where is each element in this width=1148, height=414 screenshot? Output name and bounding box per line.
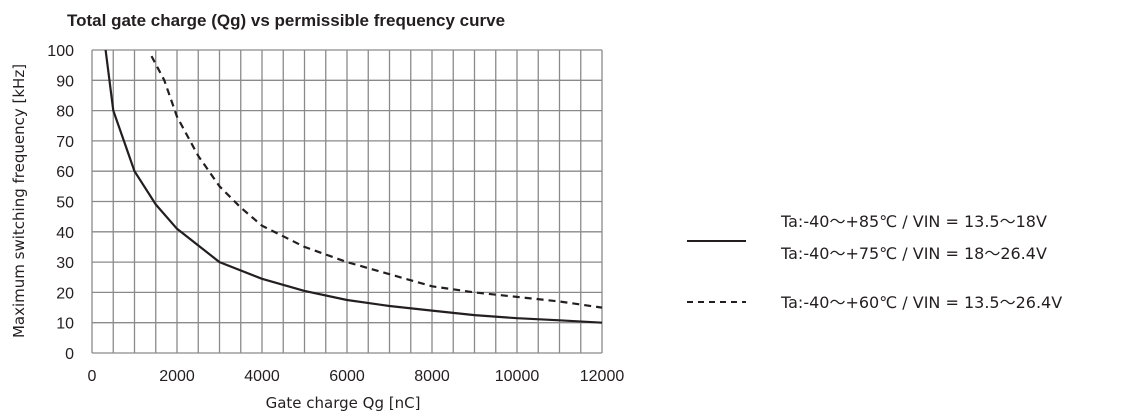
y-tick-labels: 0 10 20 30 40 50 60 70 80 90 100 — [47, 43, 74, 363]
chart-title: Total gate charge (Qg) vs permissible fr… — [67, 11, 505, 30]
legend-label-solid-1: Ta:-40～+85℃ / VIN = 13.5～18V — [780, 212, 1047, 231]
legend-label-solid-2: Ta:-40～+75℃ / VIN = 18～26.4V — [780, 244, 1047, 263]
x-tick-label: 0 — [88, 368, 97, 385]
y-tick-label: 90 — [56, 73, 74, 90]
y-tick-label: 40 — [56, 225, 74, 242]
series-line-dashed — [150, 55, 603, 309]
y-tick-label: 80 — [56, 104, 74, 121]
x-axis-label: Gate charge Qg [nC] — [266, 394, 421, 412]
x-tick-label: 2000 — [159, 368, 195, 385]
series-line-solid — [104, 49, 603, 324]
y-tick-label: 70 — [56, 134, 74, 151]
y-tick-label: 20 — [56, 285, 74, 302]
x-tick-label: 12000 — [580, 368, 625, 385]
x-tick-label: 8000 — [414, 368, 450, 385]
y-tick-label: 10 — [56, 316, 74, 333]
x-tick-label: 10000 — [495, 368, 540, 385]
y-axis-label: Maximum switching frequency [kHz] — [10, 64, 28, 338]
x-tick-label: 6000 — [329, 368, 365, 385]
x-tick-label: 4000 — [244, 368, 280, 385]
y-tick-label: 100 — [47, 43, 74, 60]
y-tick-label: 60 — [56, 164, 74, 181]
y-tick-label: 0 — [65, 346, 74, 363]
grid — [91, 49, 603, 354]
x-tick-labels: 0 2000 4000 6000 8000 10000 12000 — [88, 368, 625, 385]
legend-label-dashed: Ta:-40～+60℃ / VIN = 13.5～26.4V — [780, 293, 1062, 312]
legend: Ta:-40～+85℃ / VIN = 13.5～18V Ta:-40～+75℃… — [687, 212, 1062, 312]
y-tick-label: 50 — [56, 195, 74, 212]
y-tick-label: 30 — [56, 255, 74, 272]
series-layer — [104, 49, 603, 324]
